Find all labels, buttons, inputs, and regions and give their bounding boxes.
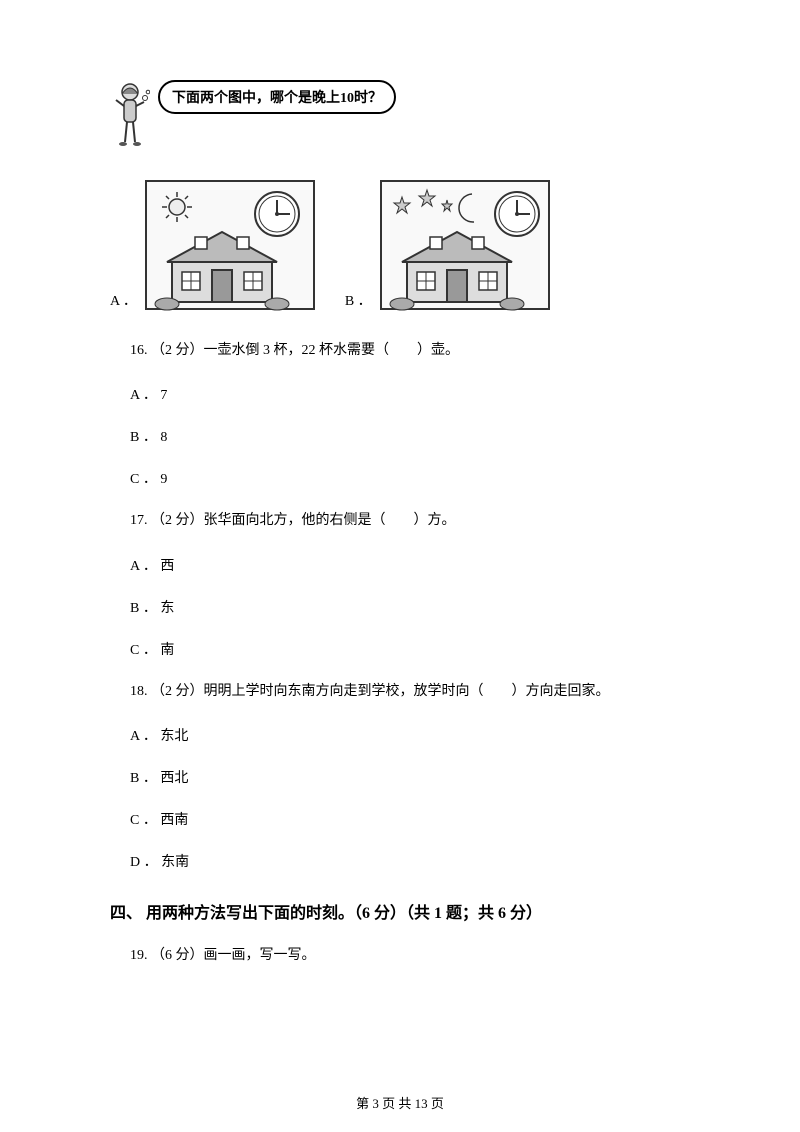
option-b-letter: B ． [345,290,372,310]
day-house-image [145,180,315,310]
image-options-row: A ． [110,180,690,310]
option-b-block: B ． [345,180,550,310]
section-4-heading: 四、 用两种方法写出下面的时刻。（6 分）（共 1 题；共 6 分） [110,899,690,923]
q18-choice-c: C ． 西南 [130,809,690,829]
question-16: 16. （2 分）一壶水倒 3 杯，22 杯水需要（ ）壶。 [130,340,690,362]
q17-choice-c: C ． 南 [130,639,690,659]
q17-choice-b: B ． 东 [130,597,690,617]
q16-choice-c: C ． 9 [130,468,690,488]
q16-choice-a: A ． 7 [130,384,690,404]
question-19: 19. （6 分）画一画，写一写。 [130,945,690,967]
question-illustration: 下面两个图中，哪个是晚上10时？ [110,80,690,150]
option-a-block: A ． [110,180,315,310]
q16-choice-b: B ． 8 [130,426,690,446]
q18-choice-d: D ． 东南 [130,851,690,871]
page-footer: 第 3 页 共 13 页 [0,1093,800,1112]
option-a-letter: A ． [110,290,137,310]
question-18: 18. （2 分）明明上学时向东南方向走到学校，放学时向（ ）方向走回家。 [130,681,690,703]
q17-choice-a: A ． 西 [130,555,690,575]
q18-choice-b: B ． 西北 [130,767,690,787]
question-17: 17. （2 分）张华面向北方，他的右侧是（ ）方。 [130,510,690,532]
night-house-image [380,180,550,310]
speech-bubble: 下面两个图中，哪个是晚上10时？ [158,80,396,114]
child-icon [110,80,150,150]
q18-choice-a: A ． 东北 [130,725,690,745]
